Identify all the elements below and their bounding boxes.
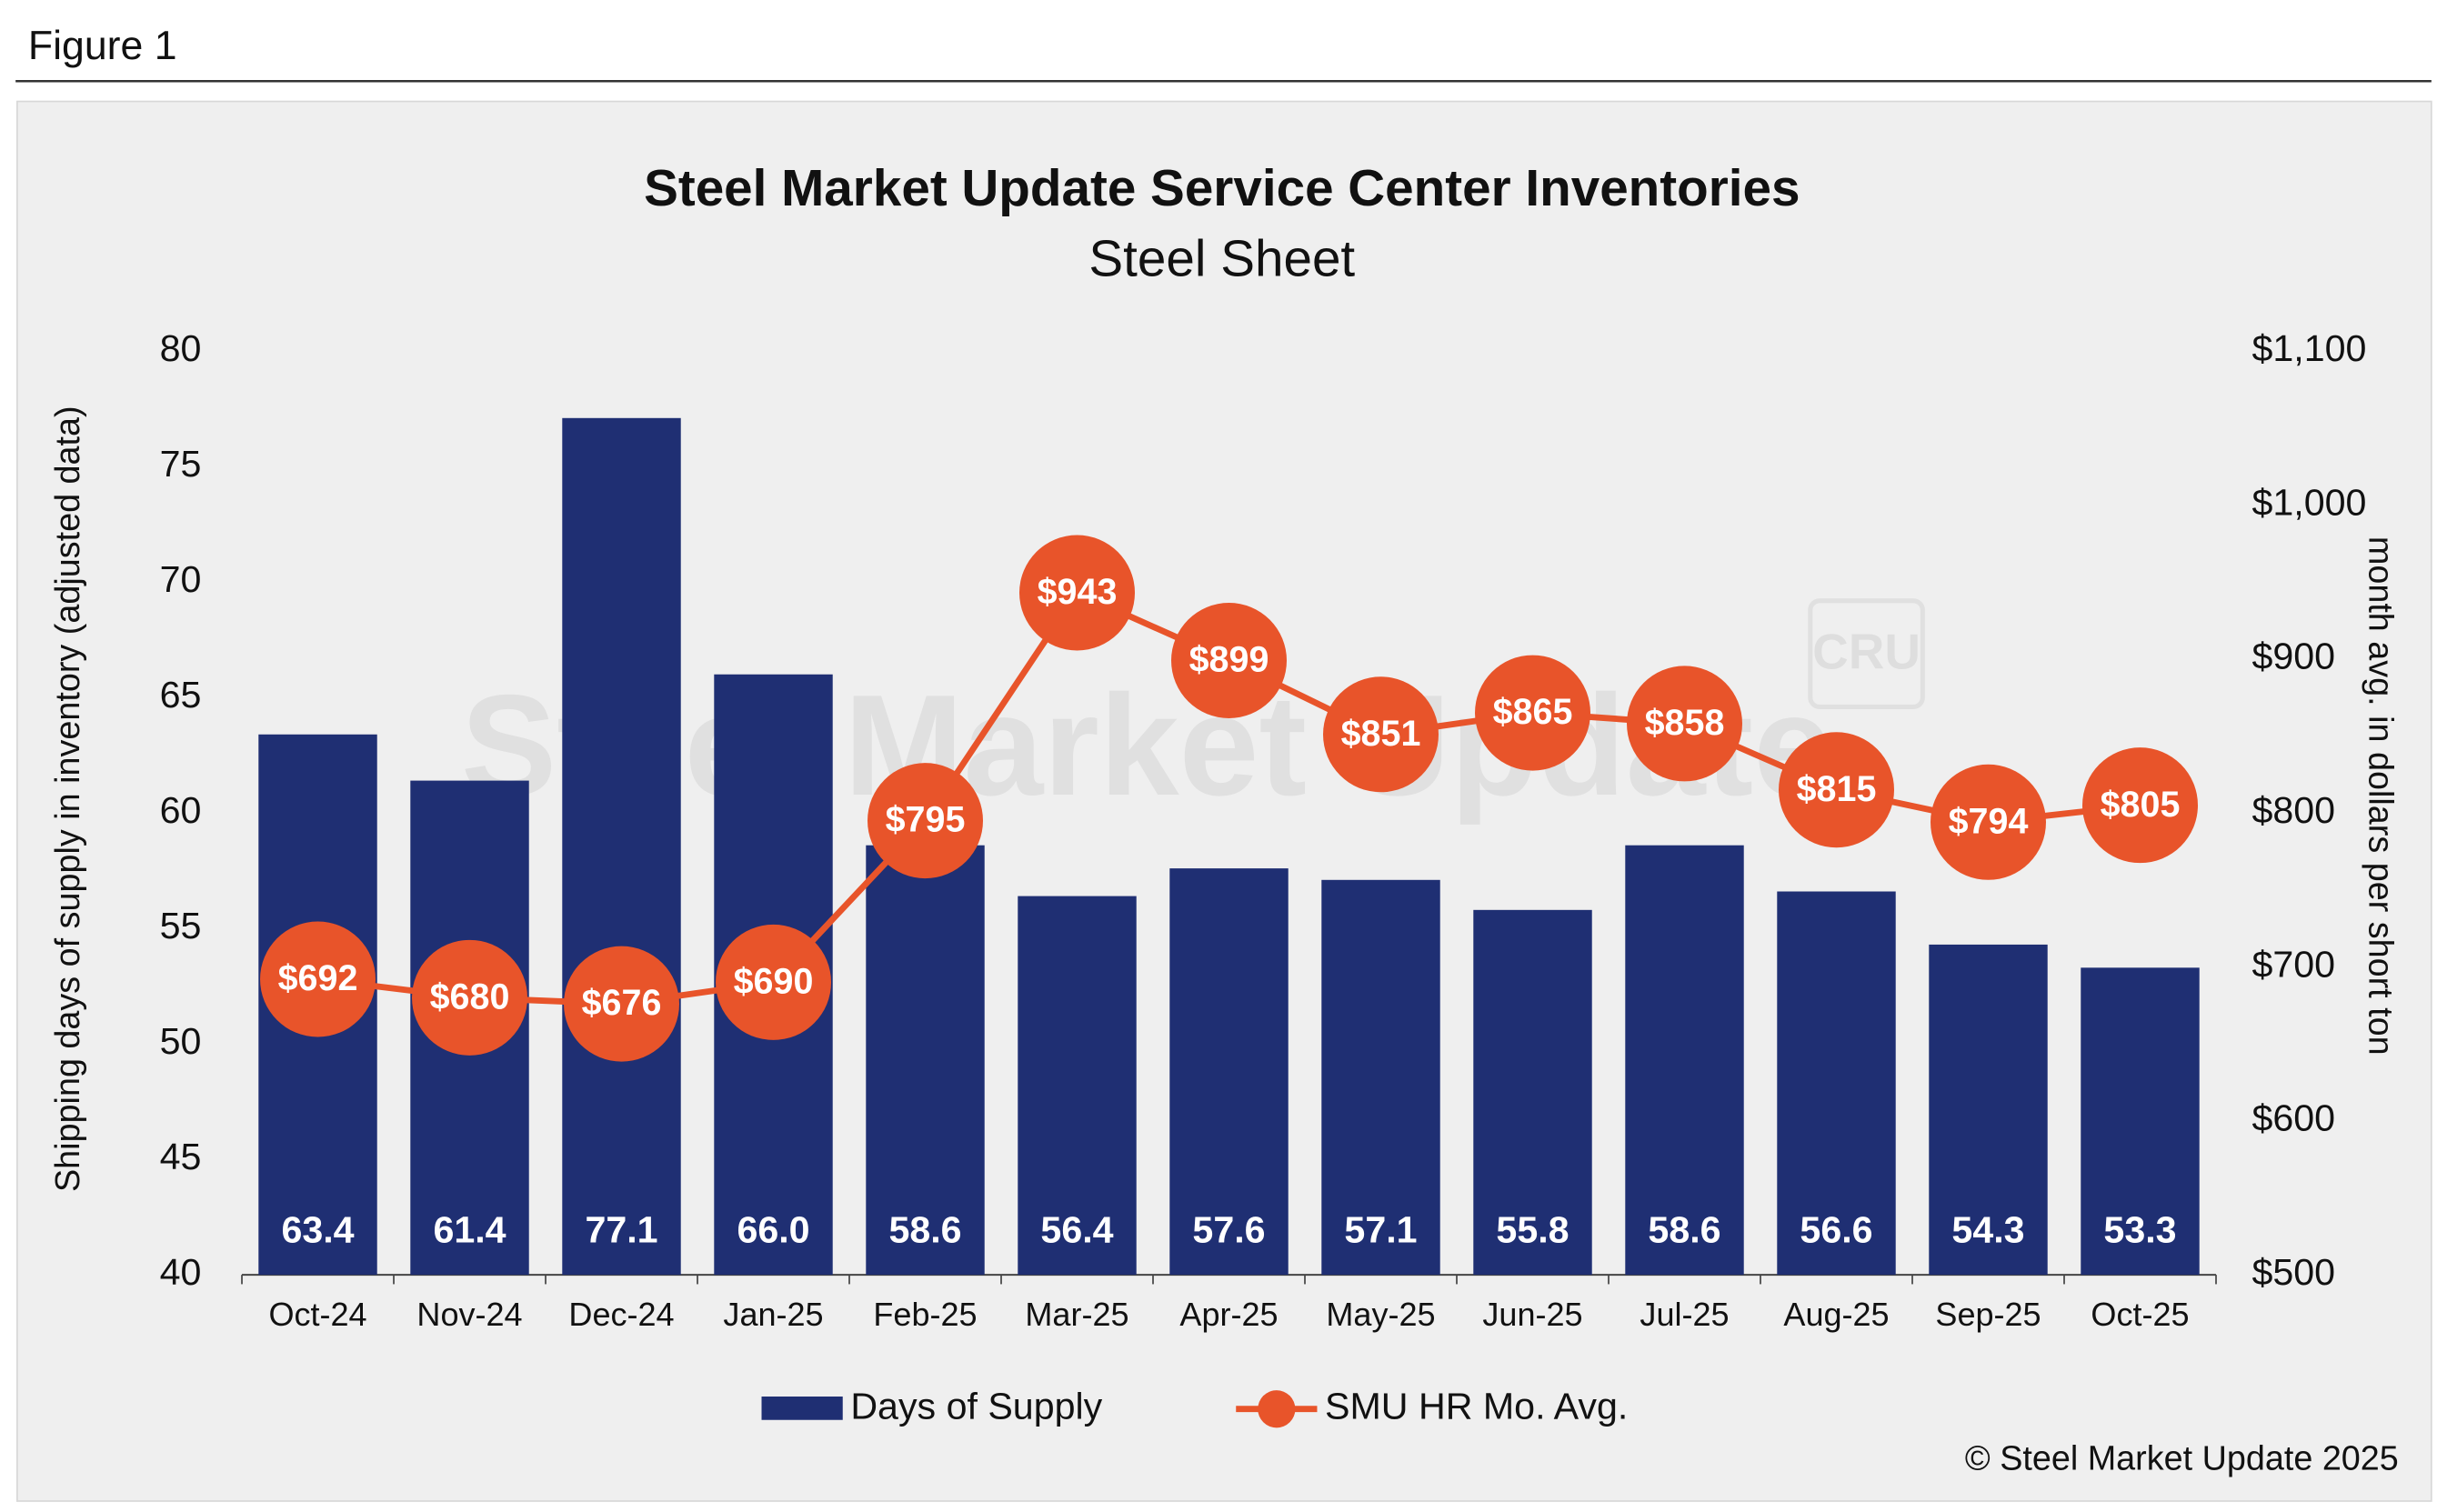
bar bbox=[2081, 967, 2200, 1276]
legend-label: Days of Supply bbox=[850, 1386, 1102, 1427]
y-tick-label: 55 bbox=[160, 905, 202, 946]
x-tick-label: Apr-25 bbox=[1179, 1296, 1278, 1333]
marker bbox=[1475, 655, 1591, 771]
logo-box bbox=[1808, 598, 1925, 710]
bar-value-label: 61.4 bbox=[433, 1209, 506, 1251]
x-tick-label: Jan-25 bbox=[723, 1296, 823, 1333]
marker bbox=[564, 946, 680, 1062]
x-tick-label: Dec-24 bbox=[568, 1296, 674, 1333]
bar bbox=[1321, 879, 1440, 1276]
y-tick-label: 45 bbox=[160, 1136, 202, 1177]
line-value-label: $794 bbox=[1949, 801, 2029, 841]
x-tick-label: Feb-25 bbox=[873, 1296, 977, 1333]
line-value-label: $865 bbox=[1493, 692, 1573, 732]
y2-tick-label: $600 bbox=[2251, 1097, 2335, 1139]
bar bbox=[1018, 896, 1137, 1276]
chart-title: Steel Market Update Service Center Inven… bbox=[644, 160, 1800, 217]
copyright: © Steel Market Update 2025 bbox=[1965, 1438, 2399, 1477]
bar-value-label: 77.1 bbox=[585, 1209, 657, 1251]
marker bbox=[867, 763, 984, 879]
bar-value-label: 63.4 bbox=[281, 1209, 354, 1251]
y2-tick-label: $900 bbox=[2251, 636, 2335, 677]
x-tick-label: Sep-25 bbox=[1935, 1296, 2041, 1333]
line-value-label: $805 bbox=[2101, 785, 2181, 825]
marker bbox=[412, 939, 528, 1056]
x-tick-label: Jul-25 bbox=[1640, 1296, 1729, 1333]
y-tick-label: 50 bbox=[160, 1020, 202, 1062]
bar bbox=[1929, 944, 2048, 1276]
line-value-label: $899 bbox=[1189, 640, 1269, 680]
y-tick-label: 40 bbox=[160, 1251, 202, 1293]
marker bbox=[1323, 676, 1439, 793]
bar-value-label: 56.4 bbox=[1040, 1209, 1113, 1251]
legend-marker bbox=[1258, 1390, 1296, 1428]
figure-label: Figure 1 bbox=[28, 24, 177, 68]
marker bbox=[2082, 747, 2199, 864]
bar-value-label: 57.1 bbox=[1344, 1209, 1417, 1251]
bar-value-label: 57.6 bbox=[1192, 1209, 1265, 1251]
y-axis-label: Shipping days of supply in inventory (ad… bbox=[48, 406, 86, 1192]
x-tick-label: Jun-25 bbox=[1482, 1296, 1582, 1333]
bar-value-label: 53.3 bbox=[2103, 1209, 2176, 1251]
line-value-label: $851 bbox=[1341, 714, 1421, 754]
x-tick-label: Aug-25 bbox=[1783, 1296, 1889, 1333]
line-value-label: $690 bbox=[734, 962, 814, 1002]
x-tick-label: Nov-24 bbox=[416, 1296, 522, 1333]
x-tick-label: Oct-24 bbox=[268, 1296, 366, 1333]
watermark: Steel Market Update bbox=[461, 666, 1833, 826]
bar bbox=[1473, 909, 1592, 1276]
line-value-label: $815 bbox=[1797, 769, 1877, 809]
y-tick-label: 80 bbox=[160, 327, 202, 369]
logo: CRU bbox=[1812, 623, 1920, 679]
marker bbox=[1779, 732, 1895, 848]
y-tick-label: 60 bbox=[160, 789, 202, 831]
bar-value-label: 58.6 bbox=[1648, 1209, 1720, 1251]
chart-subtitle: Steel Sheet bbox=[1088, 230, 1355, 287]
marker bbox=[1931, 764, 2047, 880]
marker bbox=[1019, 535, 1136, 651]
line-value-label: $795 bbox=[886, 800, 966, 840]
y2-tick-label: $1,000 bbox=[2251, 481, 2366, 523]
y2-tick-label: $700 bbox=[2251, 943, 2335, 985]
y2-tick-label: $500 bbox=[2251, 1251, 2335, 1293]
bar bbox=[1625, 845, 1744, 1276]
bar bbox=[1777, 891, 1896, 1276]
line-value-label: $858 bbox=[1645, 703, 1725, 743]
line-value-label: $680 bbox=[430, 976, 510, 1016]
legend-label: SMU HR Mo. Avg. bbox=[1325, 1386, 1628, 1427]
line-value-label: $676 bbox=[582, 983, 662, 1023]
x-tick-label: Oct-25 bbox=[2091, 1296, 2189, 1333]
bar-value-label: 58.6 bbox=[888, 1209, 961, 1251]
y-tick-label: 75 bbox=[160, 443, 202, 485]
bar-value-label: 66.0 bbox=[737, 1209, 809, 1251]
marker bbox=[716, 924, 832, 1040]
y2-tick-label: $1,100 bbox=[2251, 327, 2366, 369]
y-tick-label: 70 bbox=[160, 558, 202, 600]
line-value-label: $943 bbox=[1038, 572, 1118, 612]
bar bbox=[1169, 868, 1289, 1276]
bar bbox=[562, 417, 681, 1276]
x-tick-label: Mar-25 bbox=[1025, 1296, 1128, 1333]
line-value-label: $692 bbox=[278, 958, 358, 998]
x-tick-label: May-25 bbox=[1326, 1296, 1435, 1333]
y2-axis-label: month avg. in dollars per short ton bbox=[2362, 536, 2401, 1056]
bar-value-label: 56.6 bbox=[1800, 1209, 1872, 1251]
bar bbox=[866, 845, 985, 1276]
y-tick-label: 65 bbox=[160, 674, 202, 716]
bar-value-label: 55.8 bbox=[1496, 1209, 1569, 1251]
marker bbox=[260, 921, 376, 1037]
y2-tick-label: $800 bbox=[2251, 789, 2335, 831]
marker bbox=[1171, 603, 1288, 719]
legend-swatch bbox=[761, 1396, 843, 1420]
plot: 40 45 50 55 60 65 70 75 80 $500 $600 $700 $800 $900 $1… bbox=[160, 327, 2366, 1428]
marker bbox=[1627, 666, 1743, 782]
bar-value-label: 54.3 bbox=[1951, 1209, 2024, 1251]
